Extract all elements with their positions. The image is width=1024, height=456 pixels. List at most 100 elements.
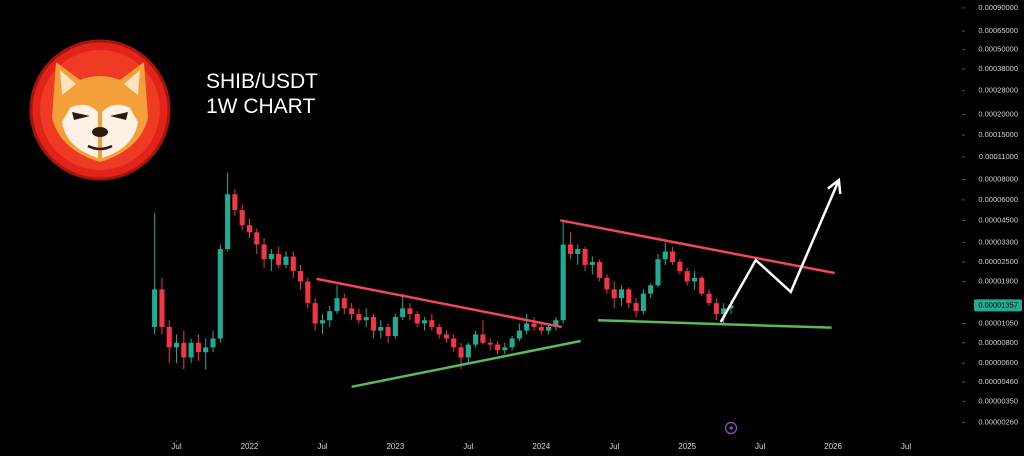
candle-body [684,271,690,282]
candle-body [713,303,719,315]
y-tick-label: 0.00065000 [978,26,1018,35]
candle-body [181,342,187,358]
candle-body [407,308,413,315]
candle-body [414,314,420,324]
y-tick-label: 0.00050000 [978,45,1018,54]
logo-nose [92,127,108,137]
candle-body [626,289,632,304]
projection-arrowhead [827,177,842,195]
last-price-box [974,299,1022,312]
candle-body [567,244,574,254]
candle-body [648,285,654,294]
candle-body [618,289,625,299]
candle-body [246,225,253,233]
candle-body [728,305,734,309]
candle-body [305,281,311,304]
candle-body [451,338,457,348]
x-tick-label: Jul [171,442,181,451]
candle-body [429,320,435,327]
candle-body [159,289,165,327]
projection-path [719,179,841,323]
candle-body [225,194,231,250]
candle-body [312,303,318,324]
candle-body [239,210,245,226]
y-tick-label: 0.00008000 [978,175,1018,184]
candle-body [217,249,223,339]
candle-body [487,342,493,345]
candle-body [188,342,194,358]
y-tick-label: 0.00002500 [978,257,1018,266]
candle-body [531,323,537,327]
alert-icon [724,421,738,435]
candle-body [422,320,428,324]
candle-body [509,338,515,348]
x-tick-label: Jul [317,442,327,451]
y-tick-label: 0.00000350 [978,396,1018,405]
y-tick-label: 0.00038000 [978,64,1018,73]
x-tick-label: 2022 [241,442,259,451]
y-tick-label: 0.00003300 [978,237,1018,246]
y-tick-label: 0.00015000 [978,130,1018,139]
y-tick-label: 0.00090000 [978,3,1018,12]
y-tick-label: 0.00011000 [979,152,1018,161]
chart-subtitle: 1W CHART [206,95,315,118]
candle-body [604,277,610,290]
logo [29,39,171,181]
candle-body [400,308,406,318]
candle-body [546,326,552,331]
candle-body [276,253,282,265]
trend-line [351,339,581,389]
candle-body [560,244,566,321]
candle-body [502,347,508,351]
last-price-label: 0.00001357 [978,300,1018,309]
candle-body [283,256,289,265]
candle-body [261,244,267,260]
candle-body [297,271,304,282]
y-tick-label: 0.00006000 [978,195,1018,204]
x-tick-label: 2023 [386,442,404,451]
y-tick-label: 0.00000800 [978,338,1018,347]
candle-body [677,262,683,272]
candle-body [232,194,238,211]
x-tick-label: Jul [901,442,911,451]
candle-body [655,259,661,286]
candle-body [254,232,260,245]
candle-body [173,342,180,348]
y-tick-label: 0.00020000 [978,110,1018,119]
candle-body [582,249,588,265]
candle-body [268,253,274,260]
trend-line [316,277,562,329]
x-tick-label: 2024 [532,442,550,451]
candle-body [370,317,377,331]
trend-line [598,318,832,329]
candle-body [166,326,172,348]
y-tick-label: 0.00001050 [978,318,1018,327]
candle-body [721,308,727,315]
candle-body [538,326,544,331]
candle-body [691,277,698,282]
candle-body [152,289,158,327]
chart-title: SHIB/USDT [206,70,318,93]
y-tick-label: 0.00001900 [978,276,1018,285]
candle-body [553,320,559,327]
candle-body [670,251,676,263]
logo-eyes [72,112,128,120]
candle-body [611,289,617,299]
y-tick-label: 0.00000260 [978,417,1018,426]
alert-circle [724,421,738,435]
candle-body [575,249,581,254]
candle-body [210,338,216,348]
x-tick-label: Jul [755,442,765,451]
x-tick-label: Jul [609,442,619,451]
candle-body [633,303,639,312]
y-tick-label: 0.00004500 [978,215,1018,224]
candle-body [327,311,333,321]
candle-body [392,317,398,337]
candle-body [480,334,486,343]
candle-body [524,323,530,331]
candle-body [385,326,391,337]
candle-body [203,347,209,353]
candle-body [378,326,384,331]
y-tick-label: 0.00028000 [978,86,1018,95]
